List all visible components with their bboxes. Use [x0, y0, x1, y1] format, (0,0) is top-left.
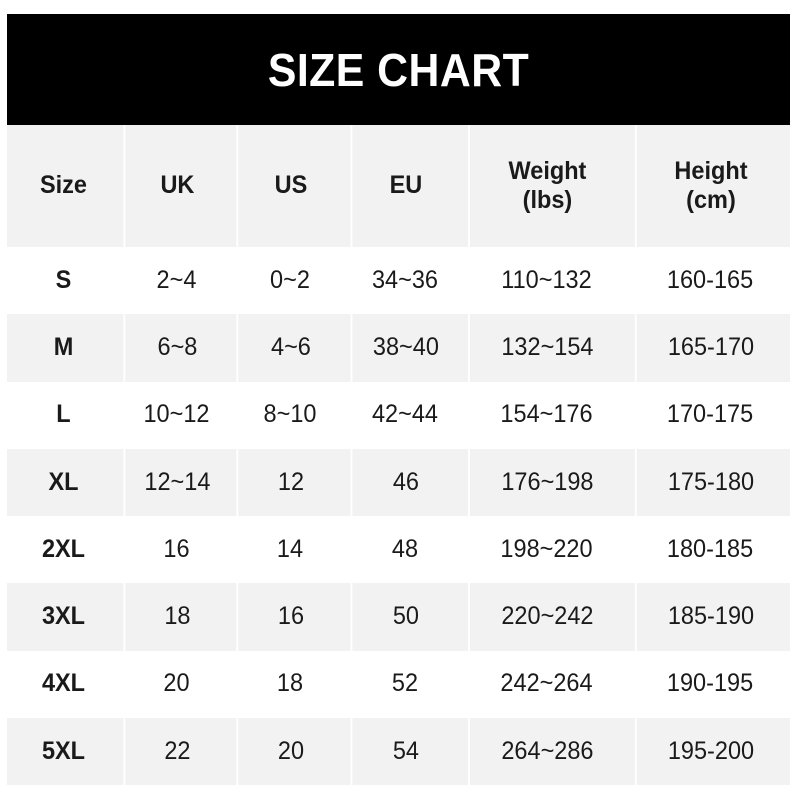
cell-eu: 50 — [350, 583, 459, 651]
cell-size: S — [55, 265, 72, 294]
cell-weight: 264~286 — [467, 717, 625, 785]
cell-eu: 34~36 — [371, 265, 438, 294]
column-header-height: Height (cm) — [634, 125, 785, 247]
column-header-height-line2: (cm) — [686, 186, 736, 214]
cell-uk: 20 — [163, 669, 190, 698]
cell-weight: 154~176 — [500, 400, 593, 429]
cell-weight: 176~198 — [467, 448, 625, 516]
table-row: S 2~4 0~2 34~36 110~132 160-165 — [7, 247, 790, 315]
cell-size: M — [53, 333, 74, 362]
table-header-row: Size UK US EU Weight (lbs) Height (cm) — [7, 125, 790, 247]
cell-uk: 2~4 — [156, 265, 197, 294]
cell-weight: 110~132 — [501, 265, 592, 294]
table-row: M 6~8 4~6 38~40 132~154 165-170 — [7, 314, 790, 382]
page-title: SIZE CHART — [267, 43, 530, 96]
table-row: 5XL 22 20 54 264~286 195-200 — [7, 717, 790, 785]
cell-uk: 22 — [123, 717, 229, 785]
cell-us: 18 — [276, 669, 304, 698]
cell-us: 20 — [236, 717, 343, 785]
size-chart-table: Size UK US EU Weight (lbs) Height (cm) S — [7, 125, 790, 785]
cell-uk: 10~12 — [143, 400, 210, 429]
cell-height: 175-180 — [634, 448, 785, 516]
cell-us: 0~2 — [270, 265, 310, 294]
cell-height: 165-170 — [634, 314, 785, 382]
cell-eu: 54 — [350, 717, 459, 785]
cell-us: 16 — [236, 583, 343, 651]
cell-weight: 132~154 — [467, 314, 625, 382]
cell-us: 8~10 — [263, 400, 317, 429]
cell-eu: 38~40 — [350, 314, 459, 382]
cell-eu: 46 — [350, 448, 459, 516]
cell-size: L — [56, 400, 71, 429]
table-row: 2XL 16 14 48 198~220 180-185 — [7, 516, 790, 584]
cell-eu: 42~44 — [371, 400, 438, 429]
cell-height: 190-195 — [666, 669, 754, 698]
cell-uk: 12~14 — [123, 448, 229, 516]
table-row: 3XL 18 16 50 220~242 185-190 — [7, 583, 790, 651]
cell-eu: 48 — [391, 534, 419, 563]
cell-size: 5XL — [41, 736, 86, 765]
cell-us: 14 — [276, 534, 304, 563]
cell-eu: 52 — [391, 669, 419, 698]
column-header-size: Size — [10, 125, 116, 247]
cell-size: XL — [48, 467, 79, 496]
column-header-us-line1: US — [274, 171, 308, 200]
table-row: 4XL 20 18 52 242~264 190-195 — [7, 650, 790, 718]
cell-size: 2XL — [41, 534, 86, 563]
cell-uk: 6~8 — [123, 314, 229, 382]
column-header-weight-line2: (lbs) — [522, 186, 573, 214]
table-row: L 10~12 8~10 42~44 154~176 170-175 — [7, 381, 790, 449]
column-header-eu-line1: EU — [389, 171, 423, 200]
cell-us: 12 — [236, 448, 343, 516]
cell-height: 160-165 — [666, 265, 754, 294]
cell-us: 4~6 — [236, 314, 343, 382]
column-header-uk-line1: UK — [160, 171, 195, 200]
cell-weight: 220~242 — [467, 583, 625, 651]
column-header-eu: EU — [350, 125, 459, 247]
title-banner: SIZE CHART — [7, 14, 790, 125]
cell-weight: 198~220 — [500, 534, 593, 563]
cell-height: 185-190 — [634, 583, 785, 651]
cell-height: 170-175 — [666, 400, 754, 429]
cell-height: 180-185 — [666, 534, 754, 563]
column-header-size-line1: Size — [39, 171, 87, 200]
cell-weight: 242~264 — [500, 669, 593, 698]
table-row: XL 12~14 12 46 176~198 175-180 — [7, 448, 790, 516]
cell-uk: 18 — [123, 583, 229, 651]
column-header-uk: UK — [123, 125, 229, 247]
column-header-us: US — [236, 125, 343, 247]
cell-uk: 16 — [163, 534, 190, 563]
cell-height: 195-200 — [634, 717, 785, 785]
column-header-height-line1: Height — [674, 156, 748, 185]
cell-size: 4XL — [41, 669, 86, 698]
cell-size: 3XL — [41, 602, 86, 631]
column-header-weight-line1: Weight — [508, 156, 587, 185]
column-header-weight: Weight (lbs) — [467, 125, 625, 247]
